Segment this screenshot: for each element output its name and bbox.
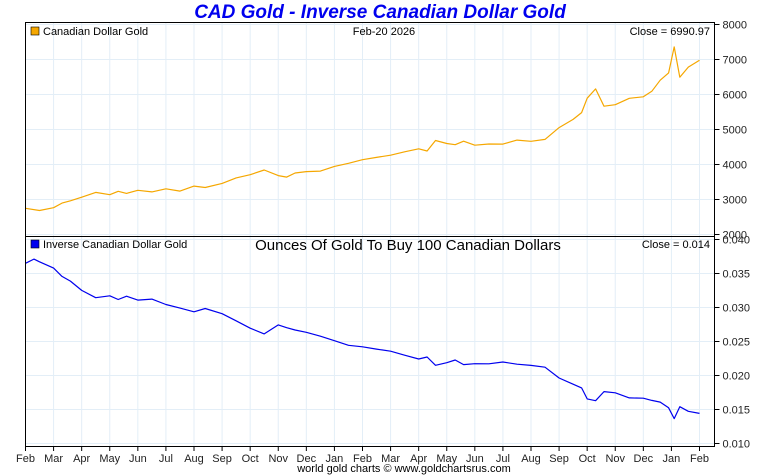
x-tick-label: Sep	[549, 453, 569, 465]
y-tick-label-upper: 6000	[723, 90, 747, 102]
x-tick-label: Aug	[184, 453, 204, 465]
x-tick-label: Feb	[16, 453, 35, 465]
x-tick-label: Oct	[579, 453, 596, 465]
y-tick-label-lower: 0.020	[723, 371, 751, 383]
x-tick-label: Dec	[634, 453, 654, 465]
y-tick-label-lower: 0.030	[723, 303, 751, 315]
y-tick-label-lower: 0.025	[723, 337, 751, 349]
x-tick-label: Nov	[268, 453, 288, 465]
x-tick-label: Aug	[521, 453, 541, 465]
x-tick-label: Jun	[129, 453, 147, 465]
y-tick-label-lower: 0.035	[723, 269, 751, 281]
y-tick-label-upper: 5000	[723, 125, 747, 137]
y-tick-label-upper: 7000	[723, 55, 747, 67]
x-tick-label: Jan	[663, 453, 681, 465]
legend-label-inverse: Inverse Canadian Dollar Gold	[43, 239, 187, 251]
x-tick-label: Jul	[159, 453, 173, 465]
x-tick-label: Sep	[212, 453, 232, 465]
x-tick-label: Apr	[73, 453, 90, 465]
close-label-lower: Close = 0.014	[642, 239, 710, 251]
y-tick-label-upper: 3000	[723, 195, 747, 207]
x-tick-label: Mar	[44, 453, 63, 465]
chart-canvas: 80007000600050004000300020000.0400.0350.…	[0, 0, 760, 475]
close-label-upper: Close = 6990.97	[630, 26, 710, 38]
x-tick-label: Oct	[242, 453, 259, 465]
y-tick-label-upper: 4000	[723, 160, 747, 172]
legend-swatch-gold	[31, 27, 39, 35]
footer-credit: world gold charts © www.goldchartsrus.co…	[296, 463, 511, 475]
legend-label-cad-gold: Canadian Dollar Gold	[43, 26, 148, 38]
grid-layer	[26, 23, 715, 447]
lower-panel-title: Ounces Of Gold To Buy 100 Canadian Dolla…	[255, 237, 561, 254]
legend-swatch-blue	[31, 240, 39, 248]
date-label: Feb-20 2026	[353, 26, 415, 38]
x-tick-label: Feb	[690, 453, 709, 465]
x-tick-label: May	[99, 453, 120, 465]
y-tick-label-lower: 0.010	[723, 439, 751, 451]
x-tick-label: Nov	[605, 453, 625, 465]
y-tick-label-lower: 0.040	[723, 235, 751, 247]
y-tick-label-lower: 0.015	[723, 405, 751, 417]
y-tick-label-upper: 8000	[723, 20, 747, 32]
